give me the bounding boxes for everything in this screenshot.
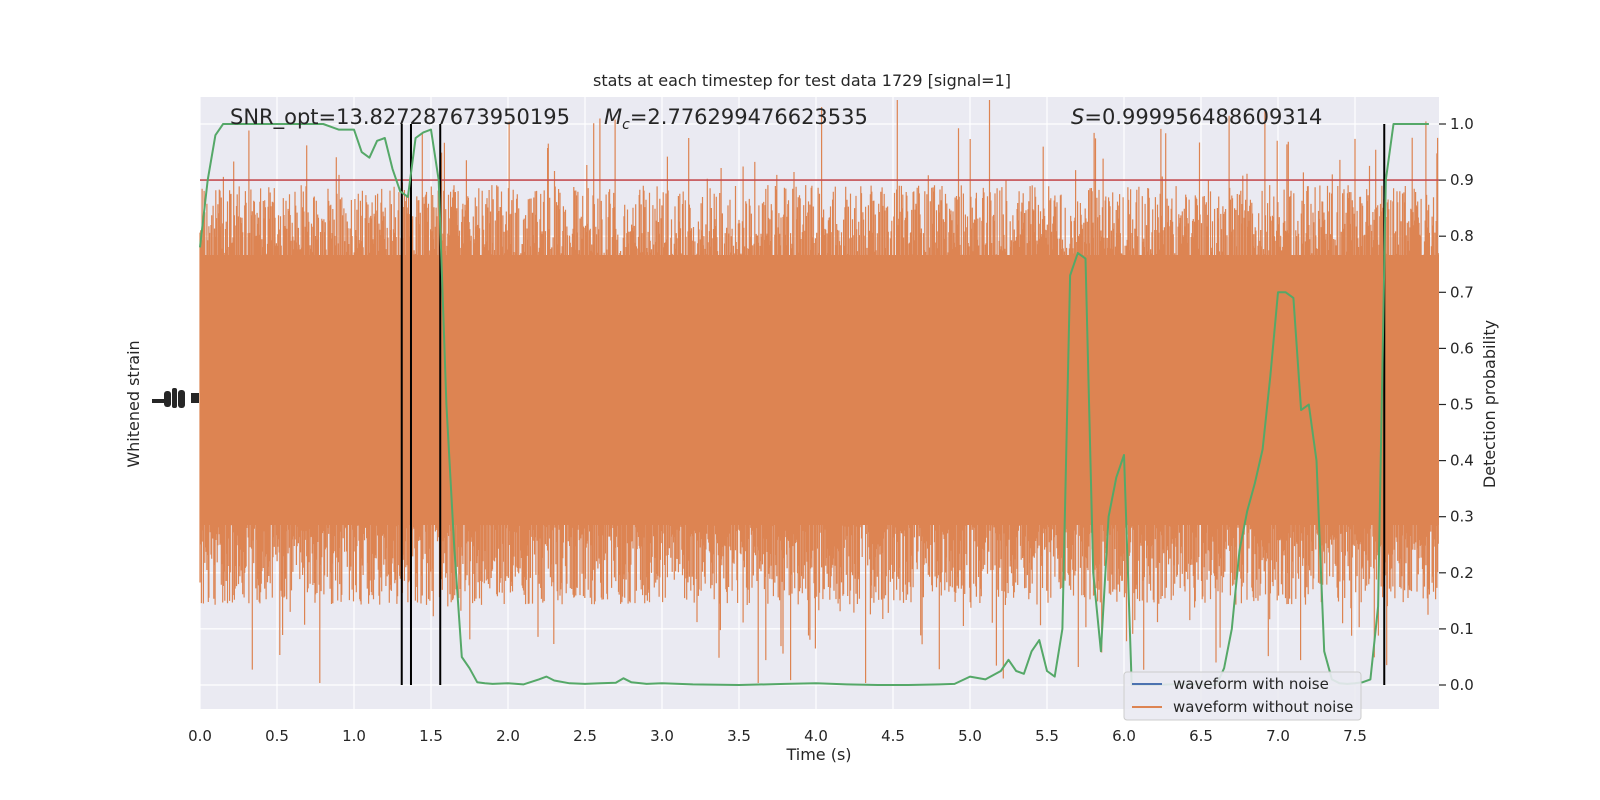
x-tick-9: 4.5 [881,727,905,745]
strain-series [199,100,1439,683]
x-tick-6: 3.0 [650,727,674,745]
legend-label-1: waveform without noise [1173,698,1353,716]
x-tick-2: 1.0 [342,727,366,745]
x-tick-1: 0.5 [265,727,289,745]
legend-label-0: waveform with noise [1173,675,1329,693]
x-tick-4: 2.0 [496,727,520,745]
probability-series [199,123,1429,686]
y-axis-label-left: Whitened strain [124,340,143,467]
y-tick-4: 0.4 [1450,452,1474,470]
x-tick-13: 6.5 [1189,727,1213,745]
chart-title: stats at each timestep for test data 172… [593,71,1011,90]
detection-probability-line [199,123,1429,686]
y-tick-7: 0.7 [1450,283,1474,301]
y-tick-10: 1.0 [1450,115,1474,133]
x-tick-10: 5.0 [958,727,982,745]
x-tick-labels: 0.0 0.5 1.0 1.5 2.0 2.5 3.0 3.5 4.0 4.5 5.0 5.5 6.0 6… [188,727,1367,745]
legend: waveform with noise waveform without noi… [1123,671,1362,721]
strain-band [200,255,1439,525]
x-axis-label: Time (s) [785,745,851,764]
x-tick-15: 7.5 [1343,727,1367,745]
x-tick-12: 6.0 [1112,727,1136,745]
y-tick-0: 0.0 [1450,676,1474,694]
x-tick-14: 7.0 [1266,727,1290,745]
x-tick-5: 2.5 [573,727,597,745]
x-tick-0: 0.0 [188,727,212,745]
y-tick-1: 0.1 [1450,620,1474,638]
legend-box [1123,671,1362,721]
annotation-snr: SNR_opt=13.827287673950195 [230,105,570,130]
y-tick-labels: 0.0 0.1 0.2 0.3 0.4 0.5 0.6 0.7 0.8 0.9 1.0 [1439,115,1474,694]
y-tick-3: 0.3 [1450,508,1474,526]
annotation-mc: Mc=2.776299476623535 [604,105,868,133]
y-axis-label-right: Detection probability [1480,320,1499,488]
annotation-s: S=0.999956488609314 [1071,105,1322,129]
y-tick-2: 0.2 [1450,564,1474,582]
y-tick-6: 0.6 [1450,339,1474,357]
y-tick-9: 0.9 [1450,171,1474,189]
x-tick-3: 1.5 [419,727,443,745]
y-tick-5: 0.5 [1450,396,1474,414]
x-tick-7: 3.5 [727,727,751,745]
x-tick-8: 4.0 [804,727,828,745]
x-tick-11: 5.5 [1035,727,1059,745]
left-tick-blob [152,388,199,408]
y-tick-8: 0.8 [1450,227,1474,245]
